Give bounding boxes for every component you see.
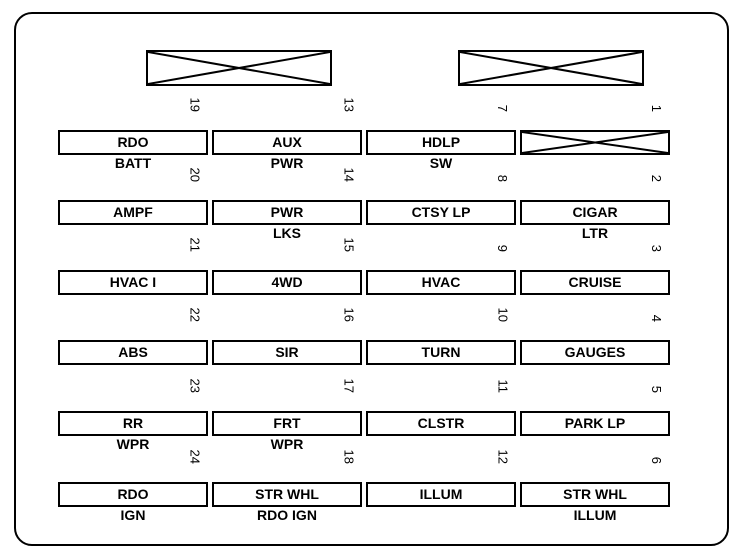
fuse-slot: ABS [58, 340, 208, 365]
relay-left [146, 50, 332, 86]
fuse-slot: 4WD [212, 270, 362, 295]
fuse-number: 6 [649, 457, 664, 464]
fuse-slot: RDO [58, 482, 208, 507]
fuse-slot: HDLP [366, 130, 516, 155]
fuse-label-below: IGN [58, 507, 208, 523]
fuse-number: 22 [187, 308, 202, 322]
fuse-slot: ILLUM [366, 482, 516, 507]
fuse-label-below: SW [366, 155, 516, 171]
fuse-number: 17 [341, 379, 356, 393]
fuse-number: 18 [341, 450, 356, 464]
relay-right [458, 50, 644, 86]
fuse-label-below: BATT [58, 155, 208, 171]
fuse-number: 1 [649, 105, 664, 112]
fuse-number: 21 [187, 238, 202, 252]
fuse-slot: HVAC [366, 270, 516, 295]
fuse-slot: RDO [58, 130, 208, 155]
fuse-number: 12 [495, 450, 510, 464]
fuse-slot: AMPF [58, 200, 208, 225]
fuse-number: 5 [649, 386, 664, 393]
fuse-number: 16 [341, 308, 356, 322]
fuse-label-below: LTR [520, 225, 670, 241]
fuse-number: 8 [495, 175, 510, 182]
fuse-number: 15 [341, 238, 356, 252]
fuse-slot: STR WHL [212, 482, 362, 507]
fuse-number: 23 [187, 379, 202, 393]
fuse-panel: 12CIGARLTR3CRUISE4GAUGES5PARK LP6STR WHL… [14, 12, 729, 546]
fuse-number: 10 [495, 308, 510, 322]
fuse-slot: CLSTR [366, 411, 516, 436]
fuse-label-below: WPR [58, 436, 208, 452]
fuse-label-below: PWR [212, 155, 362, 171]
fuse-slot: GAUGES [520, 340, 670, 365]
fuse-slot: CIGAR [520, 200, 670, 225]
fuse-number: 19 [187, 98, 202, 112]
fuse-slot: SIR [212, 340, 362, 365]
fuse-number: 11 [495, 380, 510, 394]
fuse-number: 20 [187, 168, 202, 182]
fuse-number: 14 [341, 168, 356, 182]
fuse-slot: HVAC I [58, 270, 208, 295]
fuse-label-below: RDO IGN [212, 507, 362, 523]
fuse-slot: PARK LP [520, 411, 670, 436]
fuse-number: 3 [649, 245, 664, 252]
fuse-label-below: WPR [212, 436, 362, 452]
fuse-number: 2 [649, 175, 664, 182]
fuse-number: 13 [341, 98, 356, 112]
fuse-number: 7 [495, 105, 510, 112]
fuse-slot: RR [58, 411, 208, 436]
fuse-number: 4 [649, 315, 664, 322]
fuse-slot: CRUISE [520, 270, 670, 295]
fuse-number: 24 [187, 450, 202, 464]
fuse-slot: STR WHL [520, 482, 670, 507]
fuse-label-below: LKS [212, 225, 362, 241]
fuse-slot: AUX [212, 130, 362, 155]
fuse-slot: CTSY LP [366, 200, 516, 225]
fuse-slot [520, 130, 670, 155]
fuse-slot: PWR [212, 200, 362, 225]
fuse-slot: FRT [212, 411, 362, 436]
fuse-number: 9 [495, 245, 510, 252]
fuse-slot: TURN [366, 340, 516, 365]
fuse-label-below: ILLUM [520, 507, 670, 523]
